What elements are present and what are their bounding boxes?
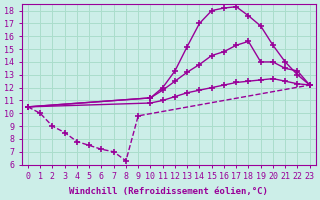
X-axis label: Windchill (Refroidissement éolien,°C): Windchill (Refroidissement éolien,°C) xyxy=(69,187,268,196)
